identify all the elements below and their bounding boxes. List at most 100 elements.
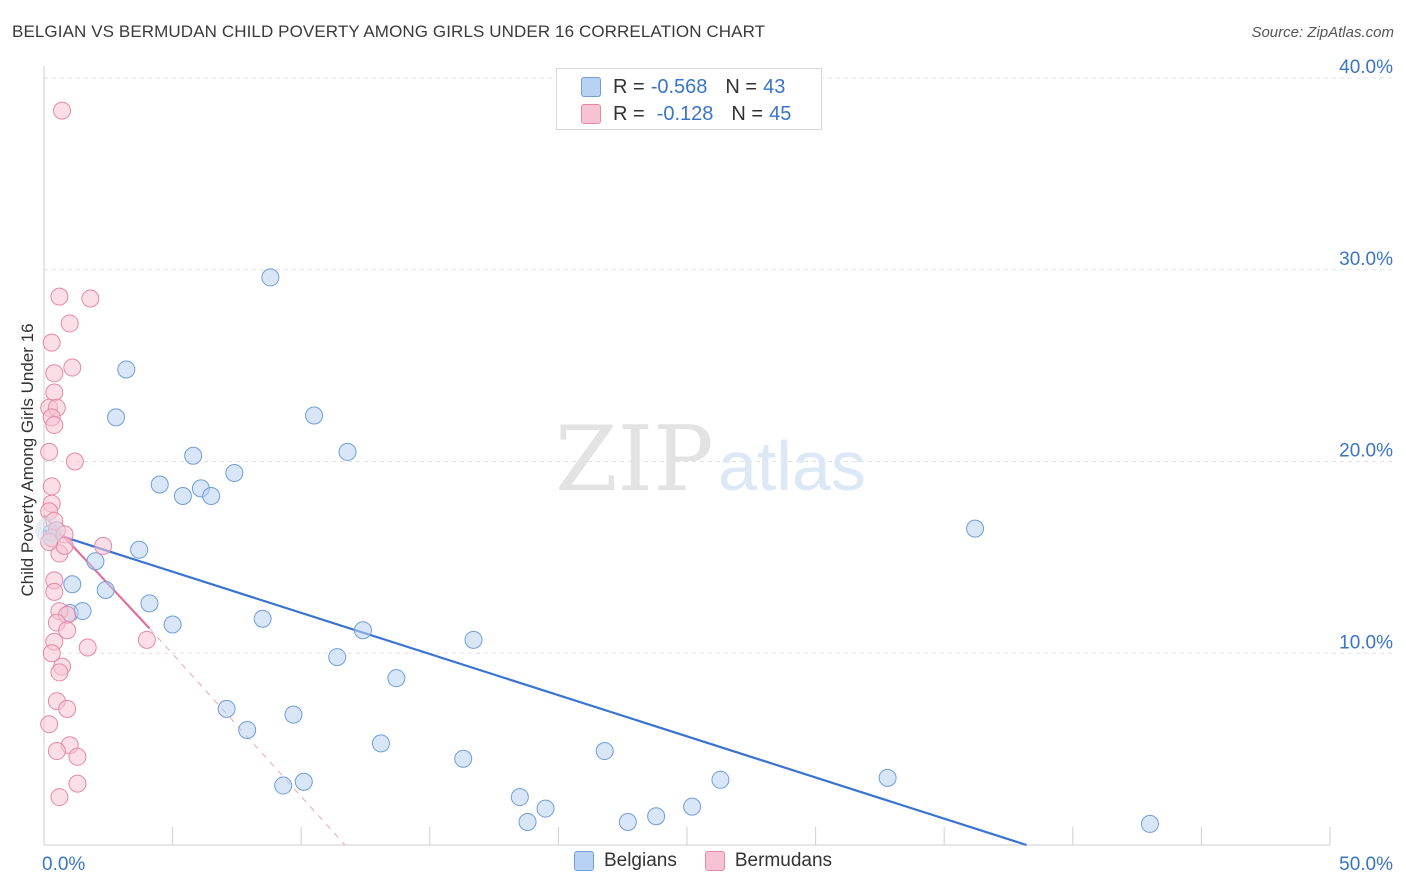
- legend-n-label: N =: [725, 75, 758, 98]
- y-tick-label: 40.0%: [1339, 57, 1393, 78]
- correlation-legend: R = -0.568 N = 43 R = -0.128 N = 45: [556, 68, 822, 130]
- point-belgians: [225, 464, 244, 483]
- point-belgians: [338, 442, 357, 461]
- legend-r-value: -0.568: [650, 75, 708, 98]
- point-belgians: [305, 406, 324, 425]
- point-belgians: [284, 705, 303, 724]
- point-bermudans: [50, 287, 69, 306]
- point-bermudans: [78, 638, 97, 657]
- cluster-marker: [35, 516, 64, 545]
- point-belgians: [140, 594, 159, 613]
- point-bermudans: [42, 644, 61, 663]
- point-bermudans: [81, 289, 100, 308]
- point-belgians: [536, 799, 555, 818]
- x-tick-label-max: 50.0%: [1339, 854, 1393, 875]
- data-points: [35, 101, 1159, 833]
- point-belgians: [294, 772, 313, 791]
- point-belgians: [518, 812, 537, 831]
- point-belgians: [464, 630, 483, 649]
- y-tick-label: 20.0%: [1339, 441, 1393, 462]
- point-belgians: [86, 552, 105, 571]
- point-bermudans: [42, 333, 61, 352]
- legend-row-bermudans: R = -0.128 N = 45: [581, 101, 791, 127]
- point-belgians: [173, 487, 192, 506]
- legend-swatch-bermudans: [581, 104, 601, 124]
- point-belgians: [253, 609, 272, 628]
- point-belgians: [130, 540, 149, 559]
- x-tick-label-min: 0.0%: [42, 854, 85, 875]
- legend-n-value: 43: [763, 75, 786, 98]
- point-bermudans: [58, 621, 77, 640]
- point-belgians: [711, 770, 730, 789]
- point-belgians: [261, 268, 280, 287]
- point-bermudans: [65, 452, 84, 471]
- point-bermudans: [63, 358, 82, 377]
- legend-swatch-belgians: [581, 77, 601, 97]
- y-tick-label: 10.0%: [1339, 632, 1393, 653]
- point-belgians: [647, 807, 666, 826]
- point-belgians: [274, 776, 293, 795]
- point-bermudans: [42, 477, 61, 496]
- trend-lines: [43, 514, 1027, 847]
- point-bermudans: [45, 383, 64, 402]
- point-bermudans: [137, 630, 156, 649]
- point-bermudans: [40, 442, 59, 461]
- point-belgians: [1140, 814, 1159, 833]
- legend-n-label: N =: [731, 102, 764, 125]
- point-bermudans: [45, 416, 64, 435]
- point-belgians: [618, 812, 637, 831]
- point-bermudans: [58, 699, 77, 718]
- point-belgians: [353, 621, 372, 640]
- point-bermudans: [40, 715, 59, 734]
- point-belgians: [387, 669, 406, 688]
- legend-r-label: R =: [613, 102, 645, 125]
- point-belgians: [217, 699, 236, 718]
- legend-r-label: R =: [613, 75, 645, 98]
- axis-labels: 10.0% 20.0% 30.0% 40.0% 0.0% 50.0% Child Pover…: [18, 57, 1393, 875]
- point-belgians: [595, 742, 614, 761]
- point-bermudans: [45, 364, 64, 383]
- watermark-zip: ZIP: [555, 407, 714, 512]
- point-belgians: [238, 720, 257, 739]
- watermark-atlas: atlas: [718, 427, 866, 505]
- point-belgians: [371, 734, 390, 753]
- point-belgians: [966, 519, 985, 538]
- legend-label-bermudans: Bermudans: [734, 850, 833, 871]
- point-belgians: [328, 648, 347, 667]
- point-belgians: [73, 602, 92, 621]
- legend-r-value: -0.128: [656, 102, 714, 125]
- grid-lines: [44, 77, 1394, 654]
- point-belgians: [202, 487, 221, 506]
- point-belgians: [96, 580, 115, 599]
- point-belgians: [63, 575, 82, 594]
- legend-swatch-belgians: [573, 851, 594, 871]
- legend-label-belgians: Belgians: [603, 850, 677, 871]
- watermark: ZIP atlas: [555, 407, 866, 512]
- point-bermudans: [53, 101, 72, 120]
- point-bermudans: [68, 747, 87, 766]
- point-belgians: [878, 768, 897, 787]
- point-bermudans: [45, 582, 64, 601]
- point-belgians: [150, 475, 169, 494]
- legend-item-belgians[interactable]: Belgians: [573, 850, 677, 872]
- point-belgians: [510, 788, 529, 807]
- legend-swatch-bermudans: [704, 851, 725, 871]
- point-belgians: [454, 749, 473, 768]
- point-bermudans: [94, 536, 113, 555]
- trend-line-belgians: [43, 529, 1027, 847]
- point-bermudans: [60, 314, 79, 333]
- chart-source: Source: ZipAtlas.com: [1251, 24, 1394, 41]
- series-legend: Belgians Bermudans: [0, 850, 1406, 872]
- legend-row-belgians: R = -0.568 N = 43: [581, 74, 785, 100]
- point-belgians: [163, 615, 182, 634]
- y-axis-title: Child Poverty Among Girls Under 16: [18, 323, 37, 596]
- legend-n-value: 45: [769, 102, 792, 125]
- point-bermudans: [68, 774, 87, 793]
- legend-item-bermudans[interactable]: Bermudans: [704, 850, 833, 872]
- point-bermudans: [50, 788, 69, 807]
- point-belgians: [107, 408, 126, 427]
- y-tick-label: 30.0%: [1339, 249, 1393, 270]
- axes: [43, 66, 1331, 846]
- point-bermudans: [50, 663, 69, 682]
